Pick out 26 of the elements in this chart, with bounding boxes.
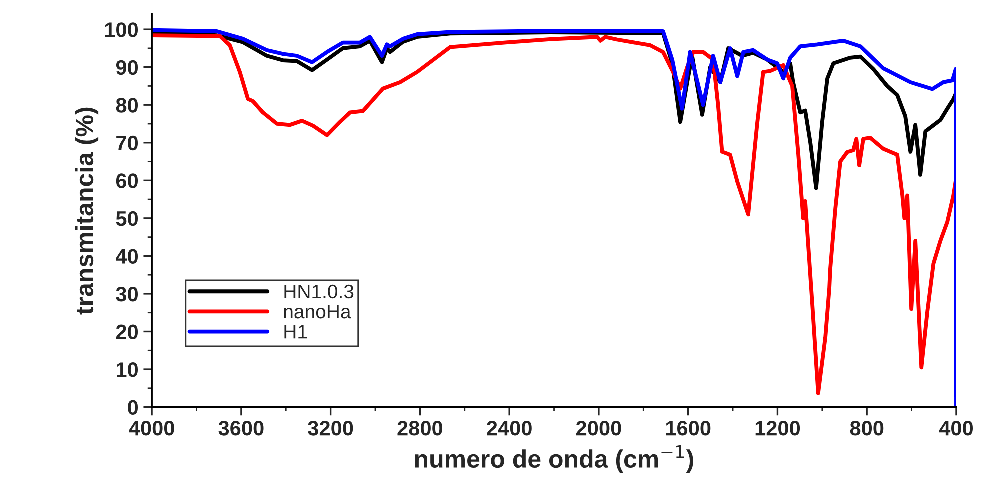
y-tick-label: 100 [105,22,138,38]
legend-label: H1 [284,325,308,339]
x-tick-label: 3600 [218,421,264,436]
y-tick-label: 40 [116,249,138,264]
legend-label: nanoHa [284,305,352,319]
x-tick-label: 2800 [398,421,443,436]
y-tick-label: 30 [116,286,138,302]
y-tick-label: 0 [128,400,138,416]
x-tick-label: 3200 [308,421,354,436]
y-tick-label: 90 [116,60,138,76]
x-tick-label: 1600 [666,421,711,436]
x-axis-title: numero de onda (cm$^{−1}$) [415,445,694,473]
y-axis-title: transmitancia (%) [75,108,99,315]
x-tick-label: 4000 [129,421,174,436]
x-tick-label: 800 [850,421,884,436]
x-tick-label: 400 [939,421,974,436]
y-tick-label: 70 [116,136,138,151]
y-tick-label: 20 [116,324,138,340]
y-tick-label: 50 [116,211,138,226]
x-tick-label: 1200 [756,421,800,436]
x-tick-label: 2000 [576,421,622,436]
x-tick-label: 2400 [487,421,532,436]
y-tick-label: 10 [117,362,138,378]
y-tick-label: 80 [116,98,138,113]
y-tick-label: 60 [116,174,138,188]
legend-label: HN1.0.3 [284,284,354,299]
